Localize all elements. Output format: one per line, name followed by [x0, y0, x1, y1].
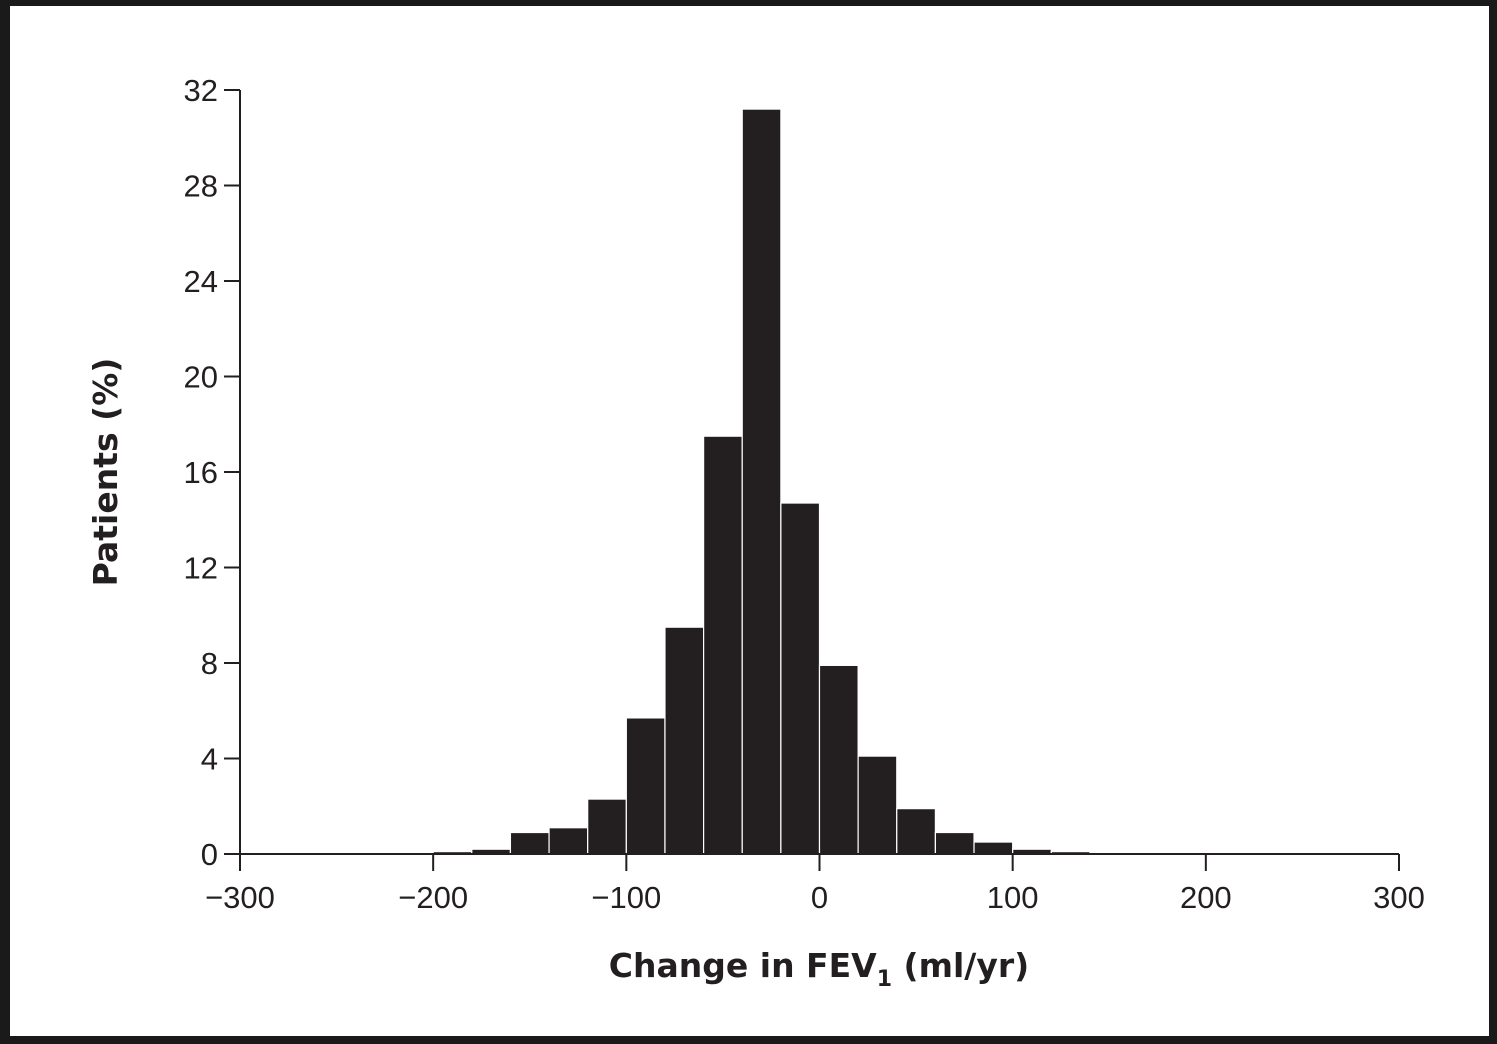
histogram-bar	[973, 841, 1014, 855]
histogram-bar	[780, 502, 821, 855]
histogram-bar	[625, 717, 666, 855]
axes-layer	[224, 89, 1400, 871]
histogram-bar	[664, 626, 705, 855]
x-axis-title-suffix: (ml/yr)	[892, 946, 1029, 985]
y-tick-label: 0	[201, 837, 218, 872]
y-tick-label: 28	[184, 169, 218, 204]
y-tick-label: 32	[184, 73, 218, 108]
x-tick-label: 0	[811, 880, 828, 915]
x-tick-label: 300	[1373, 880, 1425, 915]
y-tick-label: 4	[201, 742, 218, 777]
y-axis-title: Patients (%)	[86, 358, 125, 587]
x-axis-title: Change in FEV1 (ml/yr)	[609, 946, 1029, 992]
y-tick-label: 20	[184, 360, 218, 395]
x-tick-label: −100	[591, 880, 661, 915]
histogram-bar	[857, 755, 898, 855]
histogram-bar	[896, 808, 936, 855]
histogram-bar	[818, 664, 859, 855]
x-tick-label: 100	[987, 880, 1039, 915]
histogram-bar	[587, 798, 627, 855]
x-tick-label: −200	[398, 880, 468, 915]
histogram-bar	[702, 435, 743, 855]
x-axis-title-main: Change in FEV	[609, 946, 877, 985]
histogram-bar	[934, 831, 975, 855]
x-tick-label: −300	[205, 880, 275, 915]
histogram-bar	[741, 108, 782, 855]
histogram-bar	[548, 827, 589, 855]
y-tick-label: 8	[201, 646, 218, 681]
y-tick-label: 24	[184, 264, 218, 299]
y-tick-label: 12	[184, 551, 218, 586]
y-tick-label: 16	[184, 455, 218, 490]
bars-layer	[239, 108, 1400, 855]
labels-layer: 0 4 8 12 16 20 24 28 32 −300 −200 −100 0 100 200 300	[184, 73, 1425, 915]
x-axis-title-subscript: 1	[877, 967, 892, 992]
x-tick-label: 200	[1180, 880, 1232, 915]
histogram-bar	[509, 831, 550, 855]
